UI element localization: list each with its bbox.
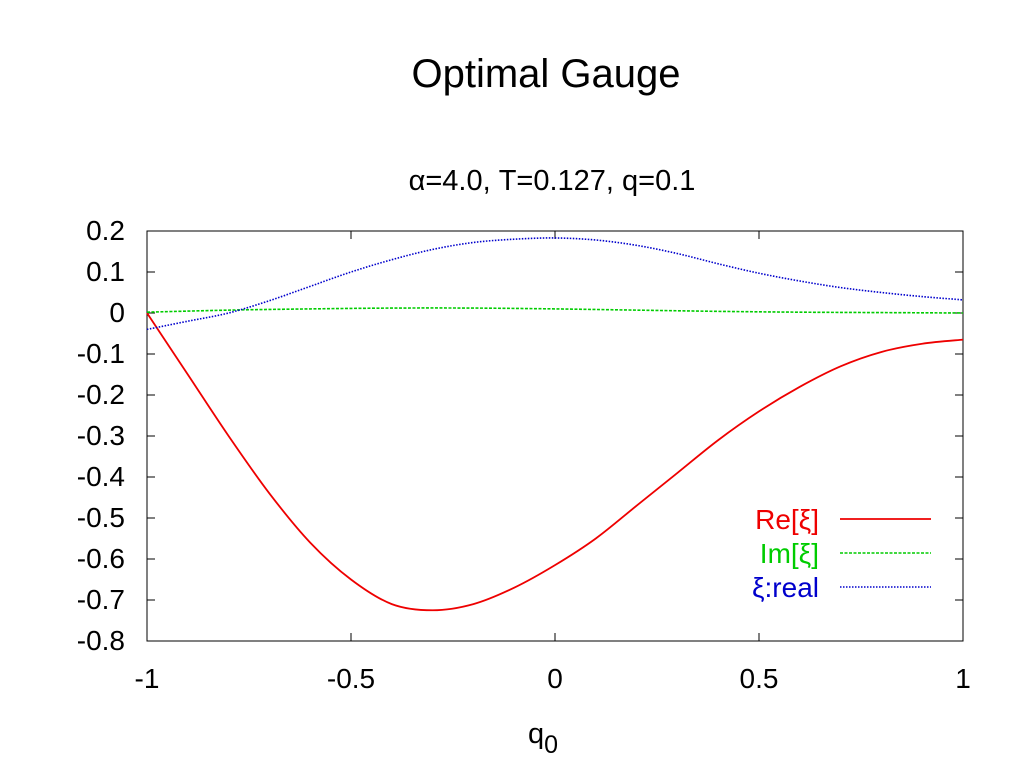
axis-ticks: 0.20.10-0.1-0.2-0.3-0.4-0.5-0.6-0.7-0.8-… — [77, 215, 971, 694]
series-lines — [146, 237, 964, 612]
series-line-1 — [146, 312, 964, 612]
legend-label-3: ξ:real — [752, 572, 819, 603]
page-title: Optimal Gauge — [411, 52, 681, 96]
x-tick-label: -1 — [135, 663, 160, 694]
x-tick-label: 0 — [547, 663, 563, 694]
y-tick-label: -0.7 — [77, 584, 125, 615]
y-tick-label: 0 — [109, 297, 125, 328]
series-line-2 — [146, 307, 964, 314]
chart-title: α=4.0, T=0.127, q=0.1 — [409, 165, 696, 197]
legend-label-2: Im[ξ] — [760, 538, 819, 569]
y-tick-label: 0.2 — [86, 215, 125, 246]
x-tick-label: -0.5 — [327, 663, 375, 694]
plot-frame — [146, 230, 964, 642]
y-tick-label: -0.2 — [77, 379, 125, 410]
series-line-3 — [146, 237, 964, 331]
x-axis-label: q0 — [528, 718, 558, 759]
y-tick-label: -0.4 — [77, 461, 125, 492]
y-tick-label: -0.6 — [77, 543, 125, 574]
y-tick-label: -0.8 — [77, 625, 125, 656]
x-axis-label-main: q — [528, 718, 544, 750]
legend-label-1: Re[ξ] — [755, 504, 819, 535]
y-tick-label: -0.5 — [77, 502, 125, 533]
x-tick-label: 1 — [955, 663, 971, 694]
legend: Re[ξ]Im[ξ]ξ:real — [752, 504, 931, 603]
y-tick-label: -0.1 — [77, 338, 125, 369]
y-tick-label: 0.1 — [86, 256, 125, 287]
x-axis-label-subscript: 0 — [544, 731, 558, 759]
y-tick-label: -0.3 — [77, 420, 125, 451]
x-tick-label: 0.5 — [740, 663, 779, 694]
